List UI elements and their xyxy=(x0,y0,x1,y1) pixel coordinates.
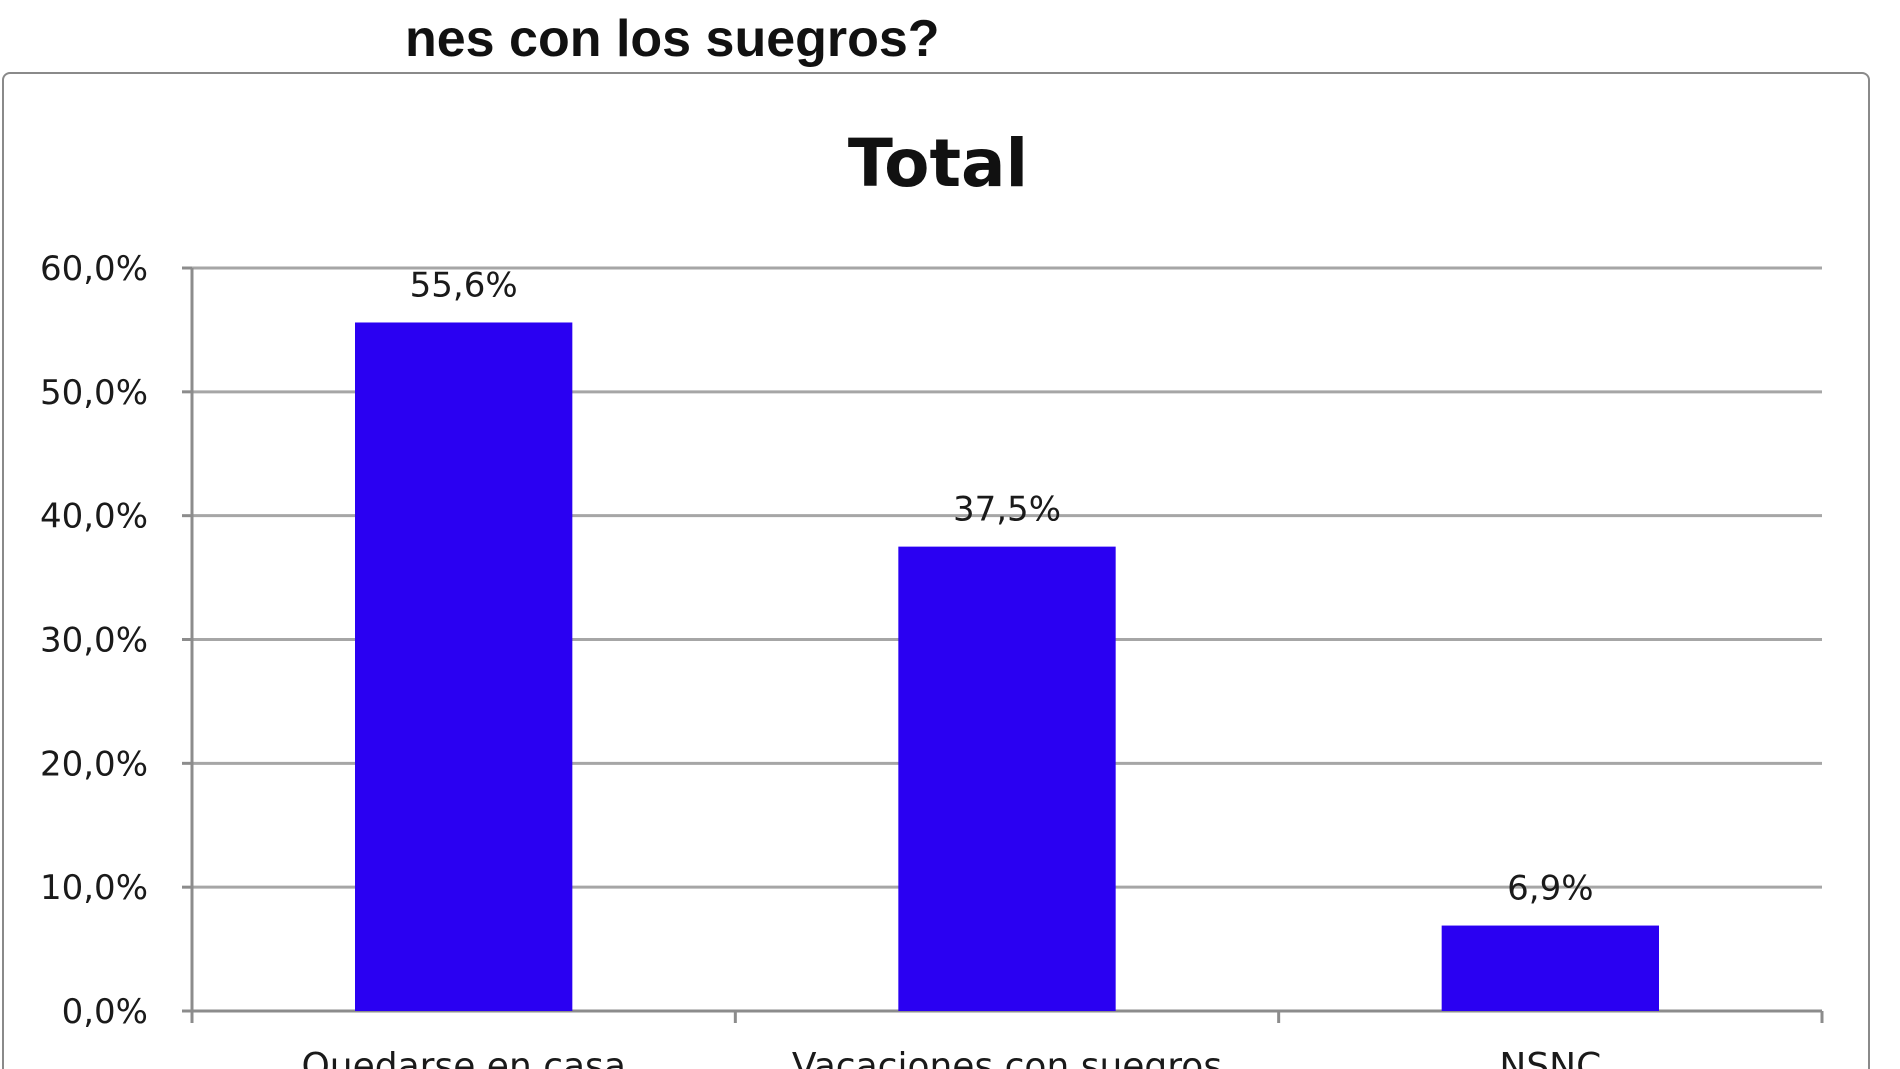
y-tick-label: 10,0% xyxy=(40,868,148,908)
y-tick-label: 50,0% xyxy=(40,373,148,413)
bar-2 xyxy=(898,546,1116,1011)
labels: 0,0% 10,0% 20,0% 30,0% 40,0% 50,0% 60,0% 55,6% Q… xyxy=(40,249,1601,1069)
category-label: NSNC xyxy=(1499,1046,1601,1069)
y-tick-label: 20,0% xyxy=(40,744,148,784)
data-label: 37,5% xyxy=(953,490,1061,530)
data-label: 6,9% xyxy=(1507,869,1593,909)
y-tick-label: 0,0% xyxy=(62,992,148,1032)
y-tick-label: 60,0% xyxy=(40,249,148,289)
question-title: nes con los suegros? xyxy=(405,10,940,68)
y-tick-label: 40,0% xyxy=(40,497,148,537)
category-label: Vacaciones con suegros xyxy=(792,1046,1222,1069)
data-label: 55,6% xyxy=(410,265,518,305)
bar-1 xyxy=(355,322,573,1011)
chart-title: Total xyxy=(848,125,1028,202)
bar-3 xyxy=(1441,925,1659,1011)
y-tick-label: 30,0% xyxy=(40,621,148,661)
category-label: Quedarse en casa xyxy=(301,1046,625,1069)
bars xyxy=(355,322,1659,1011)
